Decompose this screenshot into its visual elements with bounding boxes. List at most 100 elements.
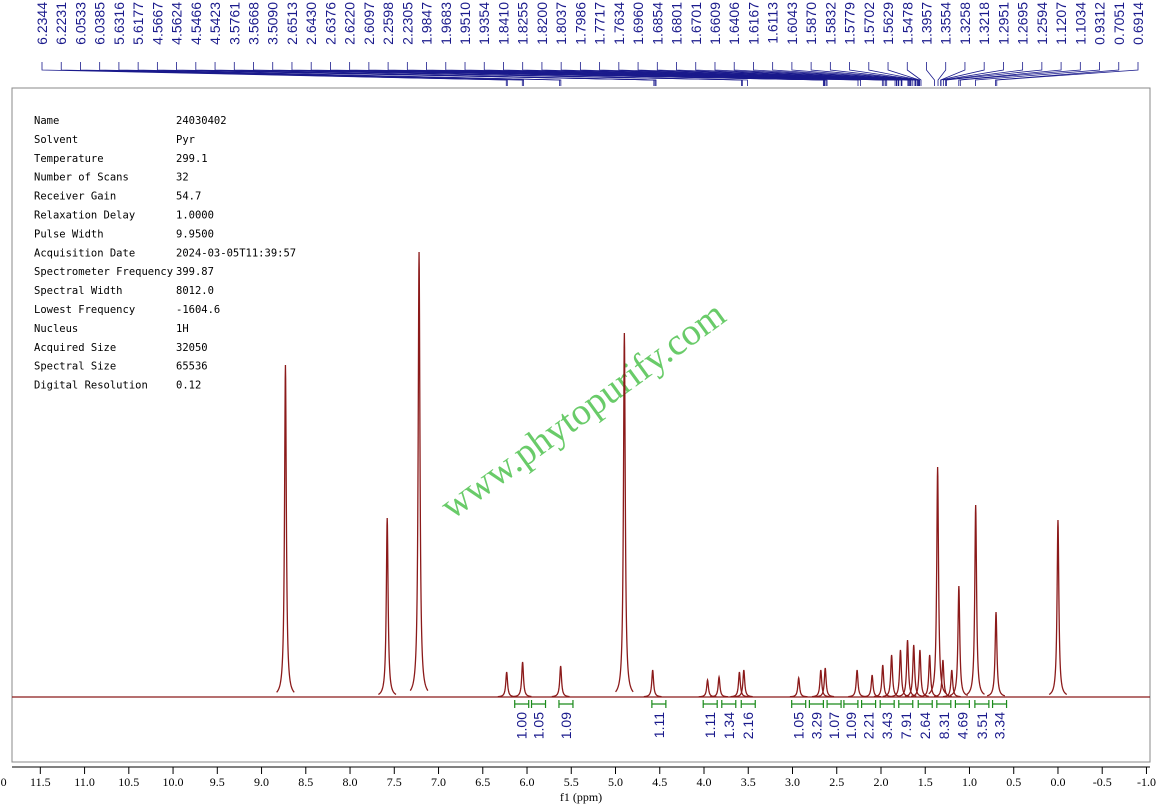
peak-leader [272, 62, 748, 86]
peak-label: 1.3258 [957, 2, 973, 45]
peak-label: 0.6914 [1130, 2, 1146, 45]
peak-leader [945, 62, 1024, 86]
param-value: Pyr [176, 134, 195, 146]
peak [615, 332, 634, 693]
peak-label: 3.5090 [265, 2, 281, 45]
integral-label: 2.64 [917, 712, 933, 739]
peak-label: 1.5779 [842, 2, 858, 45]
peak-label: 4.5667 [149, 2, 165, 45]
param-name: Nucleus [34, 323, 78, 335]
peak [811, 669, 830, 698]
peak [904, 644, 923, 697]
integral-label: 1.34 [721, 712, 737, 739]
peak-leader [849, 62, 919, 86]
peak-label: 2.6220 [342, 2, 358, 45]
peak-leader [676, 62, 910, 86]
param-name: Spectrometer Frequency [34, 266, 173, 278]
peak-label: 1.2594 [1034, 2, 1050, 45]
param-value: 54.7 [176, 191, 201, 203]
integral-bracket [808, 700, 824, 708]
peak-leader [214, 62, 657, 86]
x-tick-label: 8.0 [343, 775, 358, 789]
param-value: 1.0000 [176, 210, 214, 222]
peak-label: 1.8200 [534, 2, 550, 45]
x-tick-label: 5.5 [564, 775, 579, 789]
peak-label: 6.0533 [72, 2, 88, 45]
peak-leader [926, 62, 935, 86]
integral-label: 1.05 [531, 712, 547, 739]
peak-leader [137, 62, 562, 86]
peak-leader [996, 62, 1139, 86]
peak-label: 5.6177 [130, 2, 146, 45]
peak-label: 1.5478 [899, 2, 915, 45]
peak-leader [829, 62, 919, 86]
peak-leader [368, 62, 828, 86]
peak-label: 1.2695 [1015, 2, 1031, 45]
peak [513, 661, 532, 698]
peak-label: 1.6113 [765, 2, 781, 44]
peak-label: 0.9312 [1092, 2, 1108, 45]
peak-label: 4.5466 [188, 2, 204, 45]
peak-leader [714, 62, 912, 86]
peak [497, 671, 516, 698]
integral-label: 3.29 [808, 712, 824, 739]
param-name: Acquired Size [34, 342, 116, 354]
peak-leader [958, 62, 1062, 86]
peak-leader [906, 62, 922, 86]
peak-leader [940, 62, 985, 86]
x-tick-label: 3.0 [785, 775, 800, 789]
peak-leader [937, 62, 947, 86]
integral-bracket [917, 700, 933, 708]
x-tick-label: 9.5 [210, 775, 225, 789]
peak-leader [772, 62, 916, 86]
peak-label: 1.5832 [822, 2, 838, 45]
x-tick-label: 3.5 [741, 775, 756, 789]
x-tick-label: 9.0 [254, 775, 269, 789]
peak-label: 1.8410 [495, 2, 511, 45]
integral-bracket [514, 700, 530, 708]
x-tick-label: 7.0 [431, 775, 446, 789]
peak-leader [887, 62, 921, 86]
peak-leader [695, 62, 911, 86]
x-tick-label: 6.5 [475, 775, 490, 789]
peak-label: 1.6960 [630, 2, 646, 45]
peak-leader [975, 62, 1100, 86]
peak-leader [942, 62, 1004, 86]
param-name: Number of Scans [34, 172, 129, 184]
x-tick-label: 10.5 [118, 775, 139, 789]
integral-label: 3.51 [974, 712, 990, 739]
x-axis-label: f1 (ppm) [560, 790, 602, 804]
x-tick-label: 12.0 [0, 775, 7, 789]
param-value: 65536 [176, 361, 208, 373]
integral-label: 2.21 [861, 712, 877, 739]
peak-label: 1.5629 [880, 2, 896, 45]
peak-label: 1.5702 [861, 2, 877, 45]
integral-label: 4.69 [954, 712, 970, 739]
integral-label: 3.34 [992, 712, 1008, 739]
peak-label: 1.3554 [938, 2, 954, 45]
integral-bracket [651, 700, 667, 708]
peak-leader [959, 62, 1081, 86]
peak [949, 585, 968, 697]
plot-frame [11, 87, 1151, 763]
peak [789, 675, 808, 698]
param-value: 2024-03-05T11:39:57 [176, 247, 296, 259]
peak-label: 6.2231 [53, 2, 69, 45]
integral-bracket [936, 700, 952, 708]
integral-label: 2.16 [740, 712, 756, 739]
param-value: 32050 [176, 342, 208, 354]
peak-label: 1.3957 [918, 2, 934, 45]
param-name: Relaxation Delay [34, 210, 135, 222]
peak [409, 251, 429, 692]
x-tick-label: 0.0 [1050, 775, 1065, 789]
peak [987, 611, 1006, 697]
peak-label: 1.6609 [707, 2, 723, 45]
watermark: www.phytopurify.com [433, 293, 734, 528]
peak-label: 4.5624 [169, 2, 185, 45]
x-tick-label: 5.0 [608, 775, 623, 789]
peak [698, 677, 717, 698]
peak [942, 669, 961, 698]
peak-label: 2.2305 [399, 2, 415, 45]
integral-label: 3.43 [879, 712, 895, 739]
